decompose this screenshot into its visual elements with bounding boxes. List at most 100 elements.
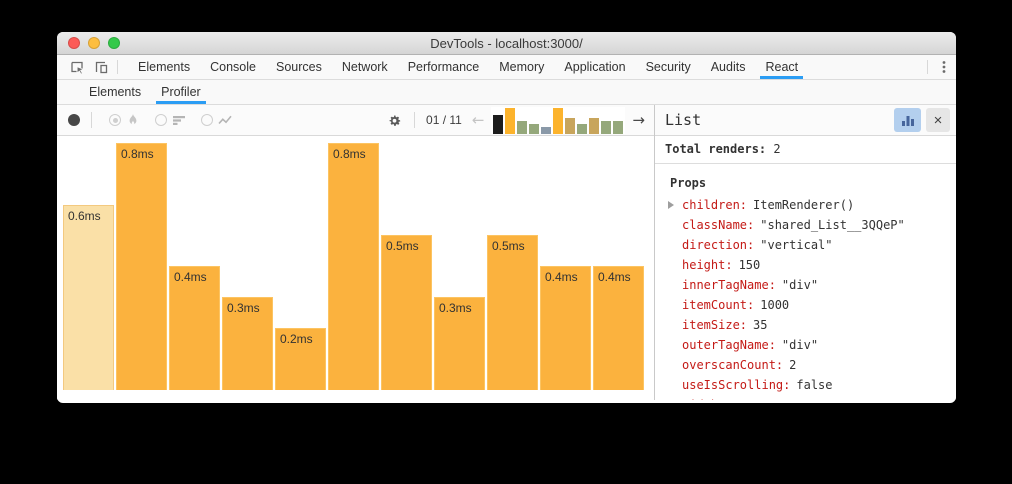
flamegraph-radio[interactable]	[109, 114, 121, 126]
snapshot-thumb-9[interactable]	[589, 117, 600, 134]
prop-row-width[interactable]: width: 300	[665, 395, 946, 400]
previous-snapshot-button[interactable]: ←	[471, 110, 485, 129]
prop-name: innerTagName:	[682, 278, 776, 292]
react-panel-tab-bar: Elements Profiler	[57, 80, 956, 105]
commit-bar-label: 0.5ms	[386, 239, 419, 253]
prop-value: "div"	[781, 278, 819, 292]
prop-row-direction[interactable]: direction: "vertical"	[665, 235, 946, 255]
profiler-toolbar: 01 / 11 ← →	[57, 105, 654, 136]
ranked-radio[interactable]	[155, 114, 167, 126]
window-titlebar[interactable]: DevTools - localhost:3000/	[57, 32, 956, 55]
toolbar-divider	[414, 112, 416, 128]
close-details-button[interactable]: ×	[926, 108, 950, 132]
next-snapshot-button[interactable]: →	[632, 110, 645, 129]
snapshot-thumb-8[interactable]	[577, 123, 588, 134]
prop-row-itemSize[interactable]: itemSize: 35	[665, 315, 946, 335]
tab-react[interactable]: React	[755, 55, 808, 79]
prop-row-outerTagName[interactable]: outerTagName: "div"	[665, 335, 946, 355]
commit-bar-label: 0.6ms	[68, 209, 101, 223]
prop-row-overscanCount[interactable]: overscanCount: 2	[665, 355, 946, 375]
record-button[interactable]	[68, 114, 80, 126]
prop-value: "shared_List__3QQeP"	[760, 218, 905, 232]
flamegraph-view-option[interactable]	[109, 113, 140, 127]
commit-bar-label: 0.4ms	[545, 270, 578, 284]
commit-bar-3[interactable]: 0.4ms	[169, 266, 220, 390]
commit-bar-label: 0.2ms	[280, 332, 313, 346]
snapshot-thumb-1[interactable]	[493, 114, 504, 134]
interactions-chart-icon	[218, 115, 232, 125]
prop-row-useIsScrolling[interactable]: useIsScrolling: false	[665, 375, 946, 395]
toolbar-divider	[117, 60, 118, 74]
props-section: Props children: ItemRenderer() className: "…	[655, 164, 956, 400]
expand-arrow-icon[interactable]	[668, 201, 674, 209]
devtools-tab-bar: Elements Console Sources Network Performance…	[57, 55, 956, 80]
prop-name: outerTagName:	[682, 338, 776, 352]
prop-name: direction:	[682, 238, 755, 252]
props-heading: Props	[670, 176, 707, 190]
subtab-elements[interactable]: Elements	[89, 85, 142, 99]
snapshot-thumb-11[interactable]	[613, 120, 624, 134]
snapshot-thumb-6[interactable]	[553, 107, 564, 134]
prop-name: height:	[682, 258, 733, 272]
close-icon: ×	[933, 111, 943, 129]
commit-bar-5[interactable]: 0.2ms	[275, 328, 326, 390]
snapshot-thumb-2[interactable]	[505, 107, 516, 134]
total-renders-value: 2	[773, 142, 781, 156]
prop-value: 2	[789, 358, 797, 372]
commit-bar-2[interactable]: 0.8ms	[116, 143, 167, 390]
settings-gear-icon[interactable]	[382, 113, 406, 128]
ranked-view-option[interactable]	[155, 113, 186, 127]
tab-audits[interactable]: Audits	[710, 60, 746, 74]
tab-elements[interactable]: Elements	[138, 60, 191, 74]
prop-value: false	[796, 378, 833, 392]
window-title: DevTools - localhost:3000/	[430, 35, 583, 51]
total-renders-label: Total renders:	[665, 142, 767, 156]
commit-bar-label: 0.4ms	[174, 270, 207, 284]
snapshot-thumb-3[interactable]	[517, 120, 528, 134]
component-name: List	[665, 111, 702, 129]
snapshot-thumb-7[interactable]	[565, 117, 576, 134]
interactions-view-option[interactable]	[201, 113, 232, 127]
tab-security[interactable]: Security	[645, 60, 691, 74]
snapshot-thumb-5[interactable]	[541, 126, 552, 134]
inspect-element-icon[interactable]	[65, 55, 89, 79]
commit-bar-1[interactable]: 0.6ms	[63, 205, 114, 390]
snapshot-thumb-10[interactable]	[601, 120, 612, 134]
commit-bar-4[interactable]: 0.3ms	[222, 297, 273, 390]
commit-bar-10[interactable]: 0.4ms	[540, 266, 591, 390]
prop-value: "vertical"	[760, 238, 833, 252]
commit-bar-6[interactable]: 0.8ms	[328, 143, 379, 390]
prop-row-children[interactable]: children: ItemRenderer()	[665, 195, 946, 215]
tab-sources[interactable]: Sources	[275, 60, 322, 74]
prop-name: itemSize:	[682, 318, 748, 332]
prop-value: 150	[738, 258, 761, 272]
more-options-icon[interactable]	[932, 55, 956, 79]
device-toolbar-icon[interactable]	[89, 55, 113, 79]
tab-application[interactable]: Application	[564, 60, 626, 74]
render-chart-toggle-button[interactable]	[894, 108, 921, 132]
commit-bar-7[interactable]: 0.5ms	[381, 235, 432, 390]
subtab-profiler[interactable]: Profiler	[151, 80, 211, 104]
prop-row-innerTagName[interactable]: innerTagName: "div"	[665, 275, 946, 295]
maximize-button[interactable]	[108, 37, 120, 49]
react-profiler-workarea: 01 / 11 ← → 0.6ms 0.8ms 0.4ms 0.3ms 0.2ms 0.8…	[57, 105, 956, 400]
tab-network[interactable]: Network	[341, 60, 388, 74]
commit-bar-8[interactable]: 0.3ms	[434, 297, 485, 390]
commit-bar-11[interactable]: 0.4ms	[593, 266, 644, 390]
props-list: children: ItemRenderer() className: "shared…	[665, 195, 946, 400]
prop-value: 1000	[760, 298, 790, 312]
commit-bar-label: 0.4ms	[598, 270, 631, 284]
tab-memory[interactable]: Memory	[499, 60, 545, 74]
prop-row-height[interactable]: height: 150	[665, 255, 946, 275]
tab-console[interactable]: Console	[210, 60, 256, 74]
tab-performance[interactable]: Performance	[407, 60, 480, 74]
commit-bar-9[interactable]: 0.5ms	[487, 235, 538, 390]
snapshot-thumb-4[interactable]	[529, 123, 540, 134]
bar-chart-icon	[901, 116, 914, 126]
close-button[interactable]	[68, 37, 80, 49]
interactions-radio[interactable]	[201, 114, 213, 126]
prop-row-className[interactable]: className: "shared_List__3QQeP"	[665, 215, 946, 235]
minimize-button[interactable]	[88, 37, 100, 49]
prop-row-itemCount[interactable]: itemCount: 1000	[665, 295, 946, 315]
